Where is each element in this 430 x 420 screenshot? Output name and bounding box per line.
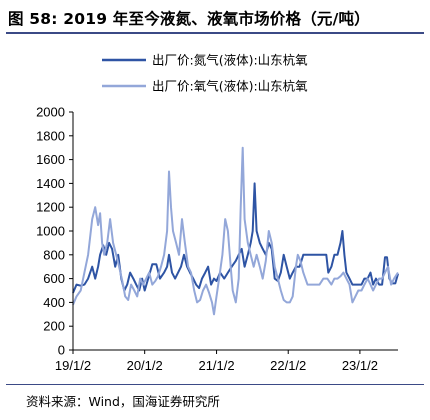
- y-tick-label: 400: [43, 295, 65, 310]
- x-tick-label: 23/1/2: [342, 358, 378, 373]
- legend-label-nitrogen: 出厂价:氮气(液体):山东杭氧: [152, 53, 308, 68]
- y-tick-label: 200: [43, 319, 65, 334]
- y-tick-label: 1400: [36, 176, 65, 191]
- y-tick-label: 2000: [36, 105, 65, 120]
- x-tick-label: 22/1/2: [270, 358, 306, 373]
- x-tick-label: 21/1/2: [198, 358, 234, 373]
- y-tick-label: 1000: [36, 224, 65, 239]
- x-tick-label: 20/1/2: [127, 358, 163, 373]
- y-tick-label: 600: [43, 271, 65, 286]
- figure-title: 图 58: 2019 年至今液氮、液氧市场价格（元/吨）: [8, 10, 370, 28]
- plot-area: [72, 146, 399, 316]
- source-note: 资料来源：Wind，国海证券研究所: [26, 394, 220, 409]
- series-line-oxygen: [72, 146, 399, 316]
- y-tick-label: 1800: [36, 128, 65, 143]
- chart-axes: 0 200 400 600 800 1000 1200 1400 1600 1800 2000 19/…: [36, 105, 398, 373]
- source-rule: [6, 384, 424, 385]
- legend-label-oxygen: 出厂价:氧气(液体):山东杭氧: [152, 79, 308, 94]
- y-tick-label: 0: [58, 343, 65, 358]
- y-tick-label: 1600: [36, 152, 65, 167]
- y-tick-label: 1200: [36, 200, 65, 215]
- title-rule: [6, 32, 424, 34]
- y-tick-label: 800: [43, 247, 65, 262]
- x-tick-label: 19/1/2: [55, 358, 91, 373]
- series-line-nitrogen: [72, 182, 399, 294]
